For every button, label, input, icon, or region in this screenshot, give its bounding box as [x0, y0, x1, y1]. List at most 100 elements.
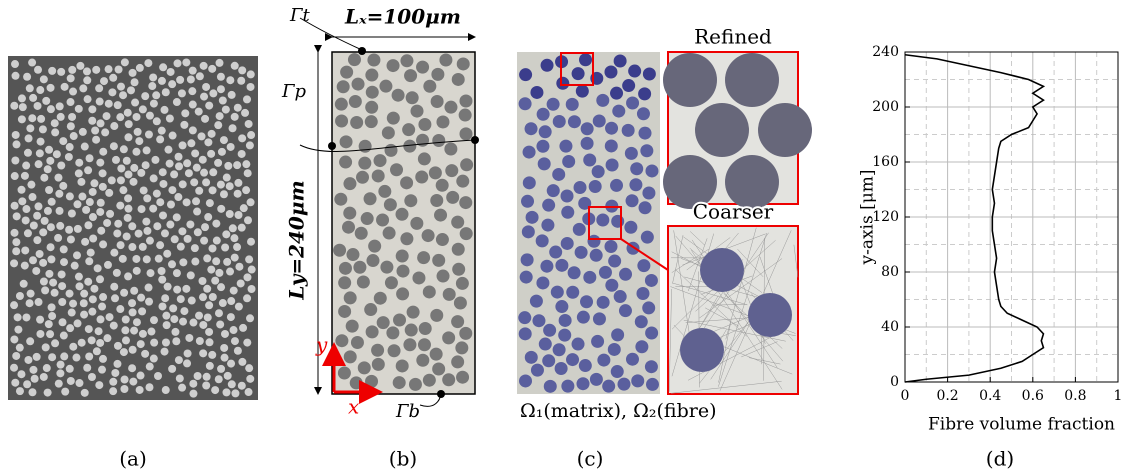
- fibre: [191, 149, 199, 157]
- fibre: [12, 140, 20, 148]
- fibre: [139, 243, 147, 251]
- fibre: [88, 117, 96, 125]
- fibre: [138, 205, 146, 213]
- fibre: [532, 314, 545, 327]
- fibre: [124, 205, 132, 213]
- fibre: [220, 136, 228, 144]
- fibre: [166, 160, 174, 168]
- fibre: [199, 156, 207, 164]
- fibre: [235, 211, 243, 219]
- fibre: [145, 130, 153, 138]
- fibre: [380, 261, 393, 274]
- fibre: [758, 103, 812, 157]
- fibre: [374, 154, 387, 167]
- fibre: [96, 208, 104, 216]
- fibre: [68, 210, 76, 218]
- fibre: [459, 327, 472, 340]
- fibre: [610, 179, 623, 192]
- fibre: [452, 73, 465, 86]
- fibre: [45, 186, 53, 194]
- fibre: [28, 193, 36, 201]
- fibre: [593, 115, 606, 128]
- fibre: [46, 330, 54, 338]
- fibre: [604, 65, 617, 78]
- fibre: [80, 311, 88, 319]
- fibre: [164, 283, 172, 291]
- fibre: [226, 210, 234, 218]
- fibre: [748, 293, 792, 337]
- fibre: [57, 68, 65, 76]
- fibre: [59, 137, 67, 145]
- fibre: [361, 212, 374, 225]
- fibre: [237, 77, 245, 85]
- fibre: [205, 301, 213, 309]
- fibre: [358, 157, 371, 170]
- fibre: [205, 328, 213, 336]
- fibre: [42, 343, 50, 351]
- fibre: [59, 182, 67, 190]
- fibre: [209, 293, 217, 301]
- fibre: [199, 293, 207, 301]
- fibre: [99, 169, 107, 177]
- fibre: [551, 286, 564, 299]
- fibre: [622, 124, 635, 137]
- fibre: [340, 66, 353, 79]
- fibre: [343, 177, 356, 190]
- fibre: [209, 168, 217, 176]
- fibre: [454, 297, 467, 310]
- fibre: [215, 269, 223, 277]
- fibre: [23, 73, 31, 81]
- fibre: [61, 83, 69, 91]
- fibre: [141, 350, 149, 358]
- fibre: [163, 321, 171, 329]
- fibre: [155, 255, 163, 263]
- fibre: [201, 115, 209, 123]
- fibre: [629, 178, 642, 191]
- point: [358, 47, 366, 55]
- fibre: [230, 287, 238, 295]
- fibre: [417, 251, 430, 264]
- fibre: [96, 275, 104, 283]
- fibre: [211, 386, 219, 394]
- fibre: [231, 337, 239, 345]
- fibre: [150, 316, 158, 324]
- fibre: [247, 131, 255, 139]
- fibre: [725, 53, 779, 107]
- fibre: [99, 183, 107, 191]
- fibre: [173, 98, 181, 106]
- fibre: [637, 259, 650, 272]
- fibre: [59, 318, 67, 326]
- fibre: [133, 267, 141, 275]
- fibre: [390, 163, 403, 176]
- fibre: [383, 227, 396, 240]
- fibre: [68, 113, 76, 121]
- fibre: [247, 83, 255, 91]
- fibre: [195, 108, 203, 116]
- caption: Ω₁(matrix), Ω₂(fibre): [520, 400, 717, 422]
- fibre: [163, 250, 171, 258]
- fibre: [206, 199, 214, 207]
- fibre: [96, 98, 104, 106]
- fibre: [233, 161, 241, 169]
- fibre: [78, 193, 86, 201]
- fibre: [191, 244, 199, 252]
- fibre: [119, 91, 127, 99]
- fibre: [204, 213, 212, 221]
- fibre: [29, 366, 37, 374]
- fibre: [229, 224, 237, 232]
- fibre: [364, 192, 377, 205]
- fibre: [404, 194, 417, 207]
- fibre: [146, 237, 154, 245]
- fibre: [431, 68, 444, 81]
- fibre: [348, 53, 361, 66]
- fibre: [351, 336, 364, 349]
- fibre: [386, 326, 399, 339]
- fibre: [526, 211, 539, 224]
- fibre: [680, 328, 724, 372]
- fibre: [579, 359, 592, 372]
- fibre: [455, 341, 468, 354]
- fibre: [92, 136, 100, 144]
- fibre: [214, 121, 222, 129]
- fibre: [47, 243, 55, 251]
- fibre: [639, 127, 652, 140]
